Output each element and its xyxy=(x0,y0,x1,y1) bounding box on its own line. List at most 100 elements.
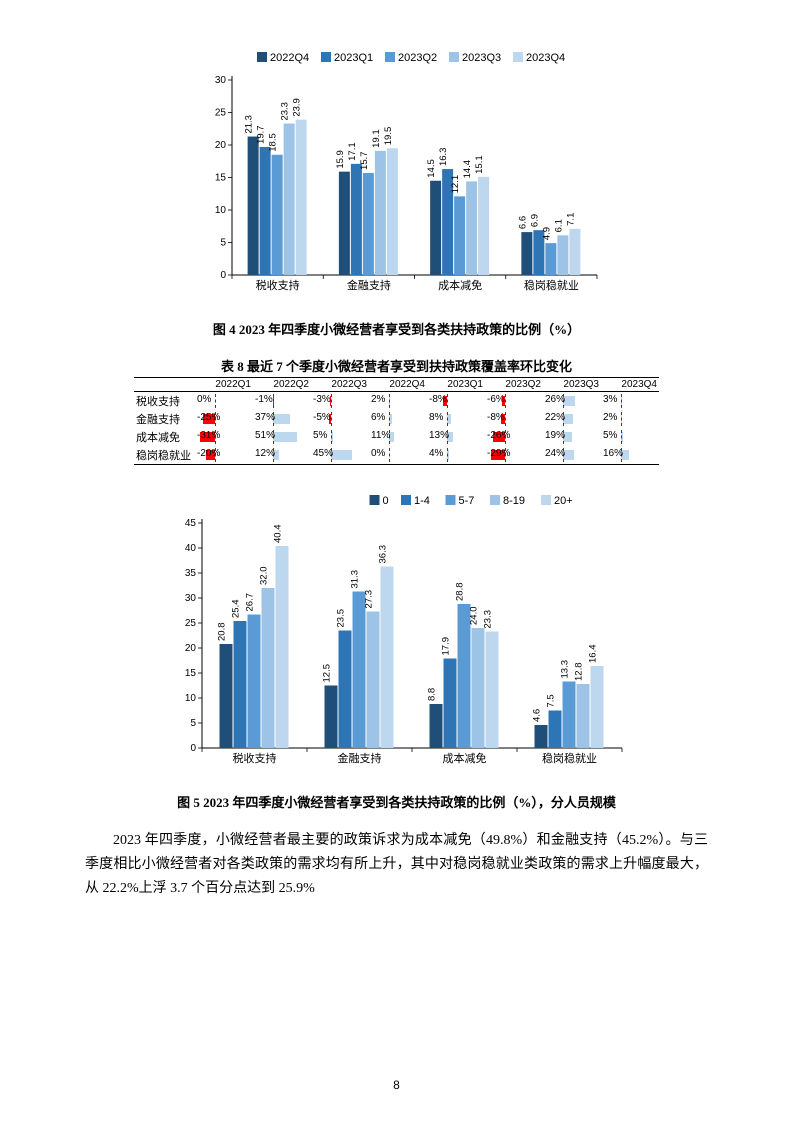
table-cell: -25% xyxy=(197,413,243,425)
table-cell: 6% xyxy=(371,413,417,425)
svg-text:13.3: 13.3 xyxy=(559,660,570,679)
svg-text:5-7: 5-7 xyxy=(458,495,474,507)
table-row-label: 稳岗稳就业 xyxy=(134,446,195,465)
svg-text:20: 20 xyxy=(184,643,196,654)
svg-text:21.3: 21.3 xyxy=(243,115,254,134)
table-header: 2022Q3 xyxy=(331,379,367,390)
svg-text:2023Q1: 2023Q1 xyxy=(334,52,373,64)
table-cell: 2% xyxy=(371,395,417,407)
table-cell: 0% xyxy=(197,395,243,407)
table-cell: -31% xyxy=(197,431,243,443)
svg-text:17.9: 17.9 xyxy=(440,637,451,656)
svg-text:6.9: 6.9 xyxy=(529,214,540,227)
svg-text:4.9: 4.9 xyxy=(541,227,552,240)
svg-text:6.6: 6.6 xyxy=(517,216,528,229)
table-header: 2023Q1 xyxy=(447,379,483,390)
svg-text:25.4: 25.4 xyxy=(230,600,241,619)
svg-text:31.3: 31.3 xyxy=(349,570,360,589)
table-cell: 0% xyxy=(371,449,417,461)
table-cell: -26% xyxy=(487,431,533,443)
table-cell: 12% xyxy=(255,449,301,461)
svg-text:28.8: 28.8 xyxy=(454,583,465,602)
svg-text:40.4: 40.4 xyxy=(272,525,283,544)
table-cell: -29% xyxy=(487,449,533,461)
caption-table-8: 表 8 最近 7 个季度小微经营者享受到扶持政策覆盖率环比变化 xyxy=(85,356,708,375)
table-cell: 26% xyxy=(545,395,591,407)
svg-text:25: 25 xyxy=(184,618,196,629)
table-cell: 3% xyxy=(603,395,649,407)
svg-text:16.4: 16.4 xyxy=(587,645,598,664)
table-8: 2022Q12022Q22022Q32022Q42023Q12023Q22023… xyxy=(134,377,659,465)
table-row-label: 成本减免 xyxy=(134,428,195,446)
table-header: 2022Q1 xyxy=(215,379,251,390)
table-cell: 2% xyxy=(603,413,649,425)
svg-text:税收支持: 税收支持 xyxy=(232,751,276,765)
svg-text:5: 5 xyxy=(220,238,226,249)
table-cell: 5% xyxy=(313,431,359,443)
svg-text:12.5: 12.5 xyxy=(321,664,332,683)
table-cell: 37% xyxy=(255,413,301,425)
svg-text:1-4: 1-4 xyxy=(414,495,430,507)
svg-text:7.5: 7.5 xyxy=(545,694,556,707)
svg-text:23.3: 23.3 xyxy=(279,102,290,121)
svg-text:0: 0 xyxy=(382,495,388,507)
svg-text:45: 45 xyxy=(184,518,196,529)
svg-text:20.8: 20.8 xyxy=(216,623,227,642)
svg-text:0: 0 xyxy=(190,743,196,754)
svg-text:18.5: 18.5 xyxy=(267,133,278,152)
svg-text:15.1: 15.1 xyxy=(474,155,485,174)
table-cell: -5% xyxy=(313,413,359,425)
table-cell: -20% xyxy=(197,449,243,461)
svg-text:30: 30 xyxy=(214,75,226,86)
svg-text:7.1: 7.1 xyxy=(565,213,576,226)
svg-text:稳岗稳就业: 稳岗稳就业 xyxy=(523,278,578,292)
table-header: 2022Q4 xyxy=(389,379,425,390)
table-header: 2023Q3 xyxy=(563,379,599,390)
svg-text:20+: 20+ xyxy=(554,495,573,507)
table-cell: 13% xyxy=(429,431,475,443)
caption-figure-5: 图 5 2023 年四季度小微经营者享受到各类扶持政策的比例（%），分人员规模 xyxy=(85,792,708,811)
svg-text:19.7: 19.7 xyxy=(255,125,266,144)
svg-text:40: 40 xyxy=(184,543,196,554)
svg-text:15.9: 15.9 xyxy=(334,150,345,169)
table-cell: 51% xyxy=(255,431,301,443)
table-cell: -8% xyxy=(429,395,475,407)
table-cell: -8% xyxy=(487,413,533,425)
svg-text:20: 20 xyxy=(214,140,226,151)
svg-text:2023Q3: 2023Q3 xyxy=(462,52,501,64)
table-row-label: 税收支持 xyxy=(134,392,195,411)
svg-text:0: 0 xyxy=(220,270,226,281)
svg-text:23.9: 23.9 xyxy=(291,98,302,117)
svg-text:23.3: 23.3 xyxy=(482,610,493,629)
table-cell: -1% xyxy=(255,395,301,407)
svg-text:金融支持: 金融支持 xyxy=(346,278,390,292)
table-cell: -3% xyxy=(313,395,359,407)
svg-text:10: 10 xyxy=(184,693,196,704)
svg-text:15.7: 15.7 xyxy=(358,151,369,170)
table-cell: 4% xyxy=(429,449,475,461)
svg-text:19.5: 19.5 xyxy=(382,127,393,146)
svg-text:2023Q2: 2023Q2 xyxy=(398,52,437,64)
table-cell: 24% xyxy=(545,449,591,461)
table-cell: 16% xyxy=(603,449,649,461)
svg-text:27.3: 27.3 xyxy=(363,590,374,609)
table-cell: 19% xyxy=(545,431,591,443)
svg-text:成本减免: 成本减免 xyxy=(438,278,482,292)
svg-text:税收支持: 税收支持 xyxy=(255,278,299,292)
svg-text:2023Q4: 2023Q4 xyxy=(526,52,565,64)
svg-text:8-19: 8-19 xyxy=(503,495,525,507)
svg-text:2022Q4: 2022Q4 xyxy=(270,52,309,64)
svg-text:4.6: 4.6 xyxy=(531,709,542,722)
svg-text:14.4: 14.4 xyxy=(462,160,473,179)
table-row-label: 金融支持 xyxy=(134,410,195,428)
table-cell: 8% xyxy=(429,413,475,425)
svg-text:稳岗稳就业: 稳岗稳就业 xyxy=(542,751,597,765)
table-cell: 5% xyxy=(603,431,649,443)
svg-text:19.1: 19.1 xyxy=(370,129,381,148)
svg-text:23.5: 23.5 xyxy=(335,609,346,628)
caption-figure-4: 图 4 2023 年四季度小微经营者享受到各类扶持政策的比例（%） xyxy=(85,319,708,338)
svg-text:12.8: 12.8 xyxy=(573,663,584,682)
svg-text:6.1: 6.1 xyxy=(553,219,564,232)
svg-text:成本减免: 成本减免 xyxy=(442,751,486,765)
table-cell: 22% xyxy=(545,413,591,425)
